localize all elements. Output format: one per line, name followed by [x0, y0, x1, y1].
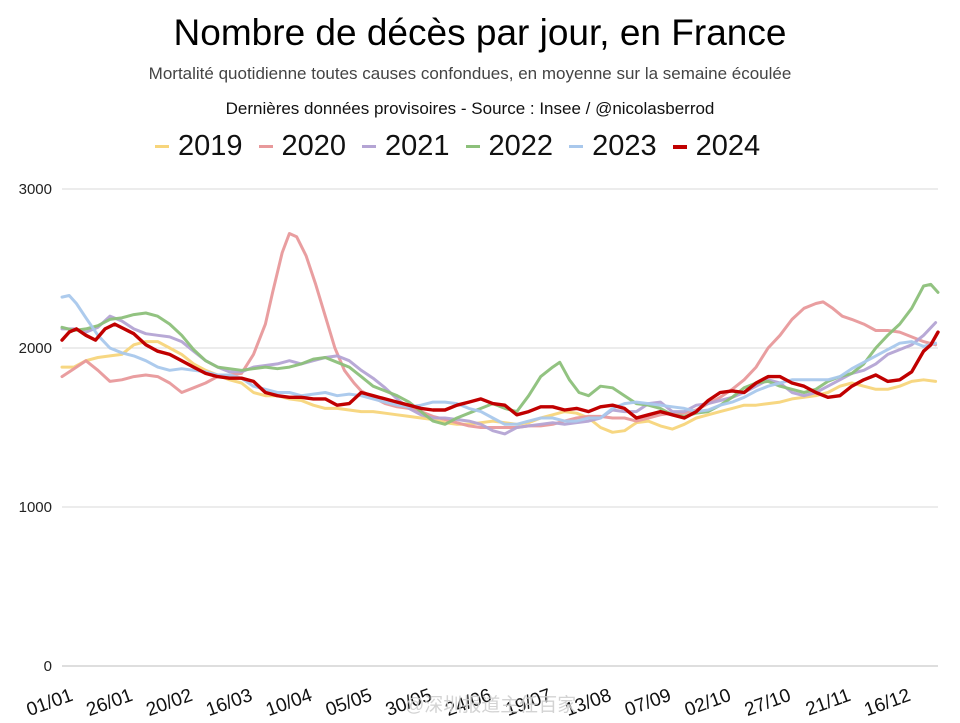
legend-swatch: [258, 145, 273, 148]
chart-subtitle: Mortalité quotidienne toutes causes conf…: [148, 64, 792, 83]
legend-item-2022: 2022: [465, 130, 554, 163]
legend-label: 2023: [592, 130, 657, 162]
y-tick-label: 3000: [19, 181, 52, 198]
legend-swatch: [569, 145, 584, 148]
legend-swatch: [155, 145, 169, 148]
x-tick-label: 20/02: [144, 685, 196, 721]
legend-label: 2024: [695, 130, 761, 162]
legend-item-2021: 2021: [362, 130, 450, 163]
legend-swatch: [362, 145, 377, 148]
x-tick-label: 01/01: [24, 685, 76, 721]
x-tick-label: 26/01: [84, 685, 136, 721]
legend-swatch: [465, 145, 480, 148]
chart-title: Nombre de décès par jour, en France: [173, 12, 787, 53]
y-tick-label: 1000: [19, 499, 52, 516]
legend-label: 2020: [281, 130, 347, 162]
legend-label: 2019: [178, 130, 243, 162]
legend-label: 2021: [385, 130, 450, 162]
legend-item-2020: 2020: [258, 130, 347, 163]
x-tick-label: 16/03: [203, 685, 255, 721]
x-tick-label: 10/04: [263, 685, 315, 721]
series-line-2021: [60, 314, 938, 436]
legend-item-2024: 2024: [672, 130, 761, 163]
y-tick-label: 0: [44, 658, 52, 675]
legend-item-2019: 2019: [155, 130, 243, 163]
legend-label: 2022: [488, 130, 554, 162]
x-tick-label: 07/09: [622, 685, 674, 721]
chart-legend: 2019 2020 2021 2022 2023 2024: [155, 130, 760, 163]
watermark: @深圳报道主任百家: [405, 695, 577, 716]
x-tick-label: 27/10: [742, 685, 794, 721]
y-tick-label: 2000: [19, 340, 52, 357]
legend-swatch: [672, 144, 687, 149]
series-line-2024: [60, 322, 940, 420]
x-tick-label: 05/05: [323, 685, 375, 721]
x-tick-label: 02/10: [682, 685, 734, 721]
chart-source: Dernières données provisoires - Source :…: [225, 99, 715, 118]
legend-item-2023: 2023: [569, 130, 657, 163]
x-tick-label: 21/11: [803, 685, 854, 721]
x-tick-label: 16/12: [862, 685, 914, 721]
